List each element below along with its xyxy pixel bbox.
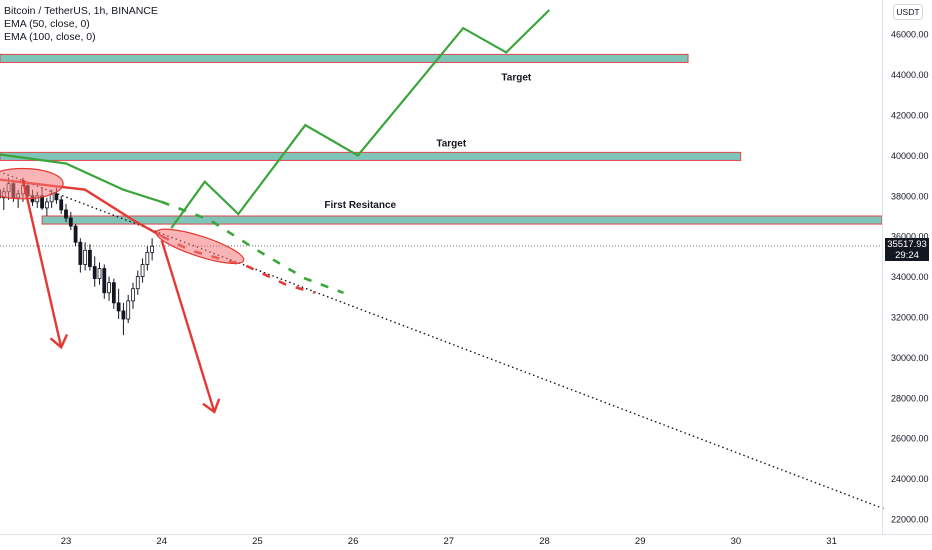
highlight-ellipse-left[interactable]	[0, 167, 64, 200]
target-zone-upper[interactable]	[0, 53, 689, 63]
candle-body	[126, 300, 131, 320]
projected-up-path[interactable]	[170, 9, 551, 229]
candle-body	[44, 201, 49, 209]
candle-body	[73, 225, 78, 243]
candle-body	[88, 249, 92, 267]
legend-ema50[interactable]: EMA (50, close, 0)	[4, 18, 90, 30]
y-tick-label: 30000.00	[891, 353, 929, 363]
candle-body	[121, 310, 126, 320]
y-tick-label: 42000.00	[891, 111, 929, 121]
candle-body	[92, 266, 97, 280]
x-tick-label: 31	[826, 536, 837, 547]
candle-body	[59, 199, 64, 211]
candle-body	[116, 302, 121, 312]
x-tick-label: 26	[348, 536, 359, 547]
chart-legend: Bitcoin / TetherUS, 1h, BINANCE EMA (50,…	[4, 5, 158, 44]
candle-body	[97, 268, 102, 280]
y-tick-label: 40000.00	[891, 151, 929, 161]
y-tick-label: 28000.00	[891, 393, 929, 403]
currency-button[interactable]: USDT	[893, 4, 923, 20]
first-resistance-zone[interactable]	[41, 215, 883, 225]
x-tick-label: 29	[635, 536, 646, 547]
target-zone-lower[interactable]	[0, 151, 742, 161]
legend-symbol[interactable]: Bitcoin / TetherUS, 1h, BINANCE	[4, 5, 158, 17]
x-tick-label: 23	[61, 536, 72, 547]
x-tick-label: 27	[444, 536, 455, 547]
y-tick-label: 36000.00	[891, 232, 929, 242]
legend-ema100[interactable]: EMA (100, close, 0)	[4, 31, 96, 43]
candle-body	[145, 251, 150, 265]
bar-countdown: 29:24	[895, 250, 919, 261]
last-price-tag: 35517.93 29:24	[885, 238, 929, 261]
target-label-upper: Target	[501, 72, 531, 83]
last-price-value: 35517.93	[887, 239, 927, 250]
candle-body	[107, 282, 111, 294]
x-tick-label: 25	[252, 536, 263, 547]
arrow-head	[49, 334, 69, 350]
y-tick-label: 46000.00	[891, 30, 929, 40]
candle-body	[102, 268, 107, 294]
down-arrow-right[interactable]	[160, 239, 221, 414]
y-tick-label: 26000.00	[891, 434, 929, 444]
arrow-shaft	[21, 179, 63, 348]
down-arrow-left[interactable]	[21, 179, 69, 350]
y-tick-label: 44000.00	[891, 70, 929, 80]
x-tick-label: 24	[156, 536, 167, 547]
y-tick-label: 38000.00	[891, 191, 929, 201]
candle-body	[83, 249, 88, 265]
candle-body	[78, 241, 83, 265]
x-tick-label: 28	[539, 536, 550, 547]
target-label-lower: Target	[436, 138, 466, 149]
first-resistance-label: First Resitance	[324, 200, 396, 211]
candle-body	[54, 193, 59, 201]
y-tick-label: 32000.00	[891, 313, 929, 323]
highlight-ellipse-right[interactable]	[153, 222, 247, 270]
arrow-head	[202, 398, 221, 414]
ema50-line[interactable]	[0, 153, 163, 203]
candle-body	[140, 264, 145, 278]
y-tick-label: 34000.00	[891, 272, 929, 282]
x-tick-label: 30	[731, 536, 742, 547]
candle-body	[111, 282, 116, 304]
arrow-shaft	[160, 239, 216, 413]
y-tick-label: 24000.00	[891, 474, 929, 484]
candle-body	[135, 276, 140, 290]
candle-body	[68, 217, 73, 227]
candle-body	[64, 209, 68, 219]
candle-body	[150, 245, 155, 253]
y-tick-label: 22000.00	[891, 515, 929, 525]
candle-body	[131, 288, 135, 302]
